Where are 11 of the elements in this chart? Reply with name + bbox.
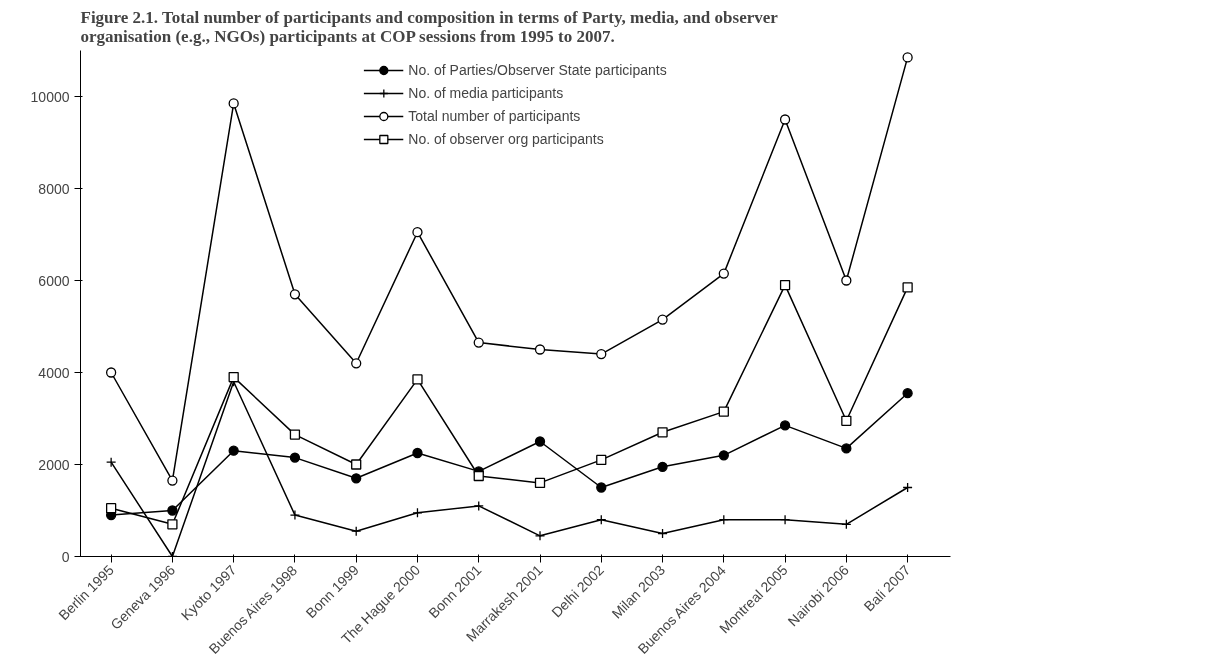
legend-label: Total number of participants [408, 108, 581, 124]
y-tick-label: 6000 [38, 272, 70, 289]
legend-label: No. of Parties/Observer State participants [408, 62, 667, 78]
y-tick-label: 0 [61, 548, 70, 565]
legend-label: No. of media participants [408, 85, 564, 101]
y-tick-label: 8000 [38, 180, 70, 197]
y-tick-label: 2000 [38, 456, 70, 473]
y-tick-label: 4000 [38, 364, 70, 381]
y-tick-label: 10000 [30, 88, 70, 105]
chart-title: Figure 2.1. Total number of participants and composition in terms of Party, media, and observer organisation (e.g., NGOs) participants at COP sessions from 1995 to 2007. [80, 7, 779, 46]
legend-label: No. of observer org participants [408, 131, 604, 147]
